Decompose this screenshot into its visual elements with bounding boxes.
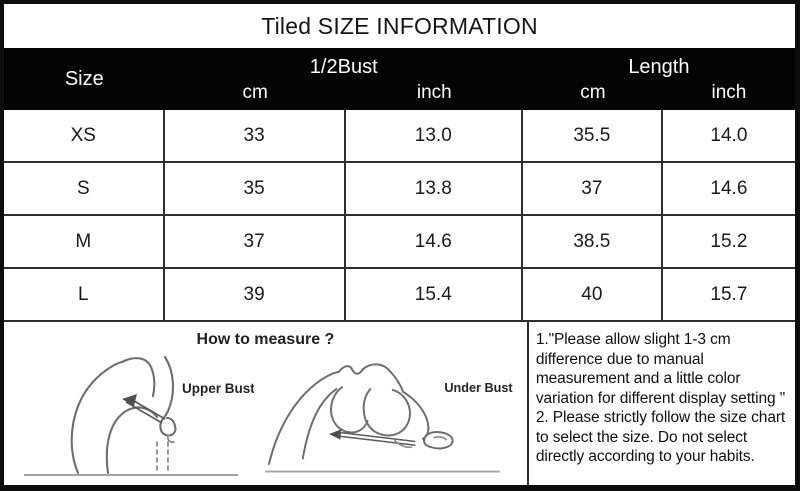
bust-inch-cell: 13.8 — [346, 163, 523, 214]
size-cell: L — [4, 269, 165, 320]
measure-figures: Upper Bust — [4, 349, 527, 485]
length-cm-cell: 35.5 — [523, 110, 663, 161]
unit-header-bust-cm: cm — [242, 82, 268, 103]
size-cell: XS — [4, 110, 165, 161]
under-bust-label: Under Bust — [444, 381, 513, 395]
title-bar: Tiled SIZE INFORMATION — [4, 4, 795, 48]
table-row: L 39 15.4 40 15.7 — [4, 269, 795, 322]
bottom-section: How to measure ? Upper Bust — [4, 322, 795, 485]
bust-cm-cell: 39 — [165, 269, 346, 320]
bust-cm-cell: 37 — [165, 216, 346, 267]
column-header-size: Size — [64, 67, 104, 90]
table-header: Size 1/2Bust Length cm inch cm inch — [4, 48, 795, 110]
unit-header-length-inch: inch — [711, 82, 747, 103]
length-inch-cell: 14.6 — [710, 177, 748, 199]
bust-inch-cell: 13.0 — [346, 110, 523, 161]
unit-header-length-cm: cm — [580, 82, 606, 103]
column-group-length: Length — [628, 56, 690, 78]
bust-cm-cell: 33 — [165, 110, 346, 161]
table-row: S 35 13.8 37 14.6 — [4, 163, 795, 216]
table-row: XS 33 13.0 35.5 14.0 — [4, 110, 795, 163]
unit-header-bust-inch: inch — [416, 82, 452, 103]
length-cm-cell: 37 — [523, 163, 663, 214]
under-bust-figure-icon: Under Bust — [265, 363, 513, 473]
note-line: 2. Please strictly follow the size chart… — [535, 409, 786, 466]
upper-bust-figure-icon: Upper Bust — [24, 355, 254, 476]
length-inch-cell: 14.0 — [710, 124, 748, 146]
bust-inch-cell: 15.4 — [346, 269, 523, 320]
upper-bust-label: Upper Bust — [182, 381, 254, 396]
note-line: 1."Please allow slight 1-3 cm difference… — [535, 331, 786, 407]
length-cm-cell: 40 — [523, 269, 663, 320]
measure-guide-heading: How to measure ? — [196, 331, 335, 348]
bust-cm-cell: 35 — [165, 163, 346, 214]
size-cell: M — [4, 216, 165, 267]
notes-panel: 1."Please allow slight 1-3 cm difference… — [529, 322, 795, 485]
column-group-bust: 1/2Bust — [309, 56, 378, 78]
length-inch-cell: 15.2 — [710, 230, 748, 252]
bust-inch-cell: 14.6 — [346, 216, 523, 267]
length-cm-cell: 38.5 — [523, 216, 663, 267]
page-title: Tiled SIZE INFORMATION — [261, 12, 538, 39]
length-inch-cell: 15.7 — [710, 283, 748, 305]
table-row: M 37 14.6 38.5 15.2 — [4, 216, 795, 269]
size-cell: S — [4, 163, 165, 214]
measure-guide-panel: How to measure ? Upper Bust — [4, 322, 529, 485]
